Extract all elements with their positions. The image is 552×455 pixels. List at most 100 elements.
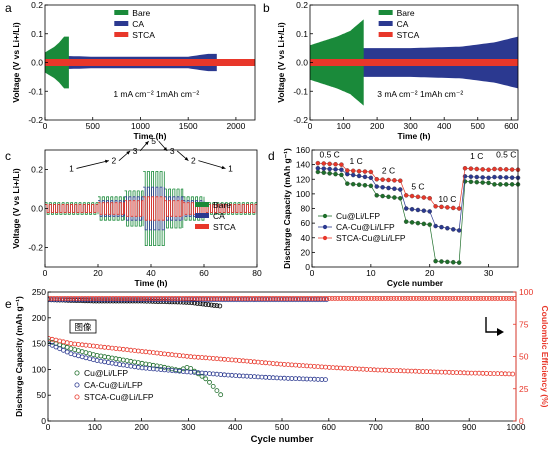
data-point: [409, 193, 415, 199]
coulombic-efficiency-point: [197, 295, 203, 301]
y-tick-label: -0.1: [293, 86, 308, 96]
coulombic-efficiency-point: [141, 298, 147, 304]
capacity-point: [98, 353, 104, 359]
coulombic-efficiency-point: [307, 295, 313, 301]
data-point: [350, 181, 356, 187]
rate-label: 3: [170, 146, 175, 156]
data-point: [339, 172, 344, 178]
rate-label: 2 C: [382, 165, 395, 175]
data-point: [509, 167, 515, 172]
y2-tick-label: 0: [519, 416, 524, 426]
data-point: [386, 194, 391, 200]
x-tick-label: 20: [425, 268, 435, 278]
coulombic-efficiency-point: [309, 295, 315, 301]
rate-arrowhead: [144, 141, 149, 146]
current-density-annotation: 3 mA cm⁻² 1mAh cm⁻²: [377, 89, 463, 99]
coulombic-efficiency-point: [85, 295, 91, 301]
coulombic-efficiency-point: [124, 295, 130, 301]
coulombic-efficiency-point: [200, 295, 206, 301]
x-tick-label: 2000: [226, 121, 245, 131]
coulombic-efficiency-point: [183, 295, 189, 301]
data-point: [392, 195, 397, 200]
rate-arrow: [198, 160, 226, 169]
rate-label: 3: [133, 146, 138, 156]
data-point: [415, 194, 421, 200]
legend-swatch: [195, 224, 209, 229]
coulombic-efficiency-point: [180, 295, 186, 301]
capacity-point: [510, 371, 516, 377]
coulombic-efficiency-point: [228, 295, 234, 301]
data-point: [451, 227, 456, 232]
coulombic-efficiency-point: [312, 295, 318, 301]
data-point: [421, 208, 427, 213]
x-tick-label: 20: [93, 268, 103, 278]
capacity-point: [323, 377, 328, 383]
coulombic-efficiency-point: [253, 295, 259, 301]
legend-marker: [322, 224, 328, 230]
rate-label: 2: [112, 156, 117, 166]
coulombic-efficiency-point: [354, 295, 360, 301]
coulombic-efficiency-point: [340, 295, 346, 301]
x-tick-label: 300: [181, 422, 195, 432]
coulombic-efficiency-point: [506, 295, 512, 301]
data-point: [498, 174, 503, 180]
y-tick-label: -0.2: [293, 115, 308, 125]
coulombic-efficiency-point: [231, 295, 237, 301]
y-tick-label: 140: [296, 160, 310, 170]
capacity-point: [68, 341, 74, 346]
legend-marker: [74, 370, 80, 376]
y-tick-label: -0.2: [28, 115, 43, 125]
y-axis-label: Voltage (V vs Li+/Li): [276, 22, 286, 103]
x-tick-label: 800: [415, 422, 429, 432]
data-point: [327, 171, 332, 176]
series-stca-voltage: [45, 59, 255, 66]
data-point: [503, 167, 509, 172]
rate-label: 1 C: [350, 156, 363, 166]
x-axis-label: Time (h): [134, 131, 167, 141]
data-point: [415, 220, 421, 226]
coulombic-efficiency-point: [234, 295, 240, 301]
capacity-point: [64, 349, 70, 355]
coulombic-efficiency-point: [175, 295, 181, 301]
data-point: [380, 177, 385, 182]
coulombic-efficiency-point: [152, 295, 158, 301]
capacity-point: [83, 350, 89, 356]
coulombic-efficiency-point: [388, 295, 394, 301]
y2-axis-label: Coulombic Efficiency (%): [540, 305, 550, 407]
legend-entry: STCA: [397, 30, 420, 40]
coulombic-efficiency-point: [262, 295, 268, 301]
coulombic-efficiency-point: [222, 295, 228, 301]
coulombic-efficiency-point: [352, 295, 357, 301]
data-point: [451, 259, 456, 265]
data-point: [492, 182, 497, 187]
x-tick-label: 100: [88, 422, 102, 432]
coulombic-efficiency-point: [279, 295, 284, 301]
y-tick-label: 80: [301, 204, 311, 214]
coulombic-efficiency-point: [397, 295, 402, 301]
coulombic-efficiency-point: [93, 295, 99, 301]
capacity-point: [218, 392, 224, 398]
coulombic-efficiency-point: [107, 295, 113, 301]
legend-entry: CA: [397, 19, 409, 29]
coulombic-efficiency-point: [119, 295, 124, 301]
x-tick-label: 500: [275, 422, 289, 432]
data-point: [374, 176, 379, 182]
coulombic-efficiency-point: [62, 295, 68, 301]
data-point: [345, 181, 350, 186]
data-point: [498, 166, 503, 172]
legend-entry: Bare: [132, 8, 150, 18]
y-tick-label: 100: [296, 189, 310, 199]
coulombic-efficiency-point: [374, 295, 380, 301]
x-tick-label: 200: [370, 121, 384, 131]
coulombic-efficiency-point: [284, 295, 290, 301]
coulombic-efficiency-point: [116, 295, 122, 301]
coulombic-efficiency-point: [295, 295, 301, 301]
data-point: [321, 170, 327, 175]
coulombic-efficiency-point: [346, 295, 352, 301]
legend-swatch: [114, 10, 129, 15]
x-tick-label: 1000: [131, 121, 150, 131]
capacity-point: [68, 346, 74, 352]
coulombic-efficiency-point: [147, 295, 153, 301]
capacity-point: [106, 354, 111, 360]
data-point: [362, 169, 368, 174]
